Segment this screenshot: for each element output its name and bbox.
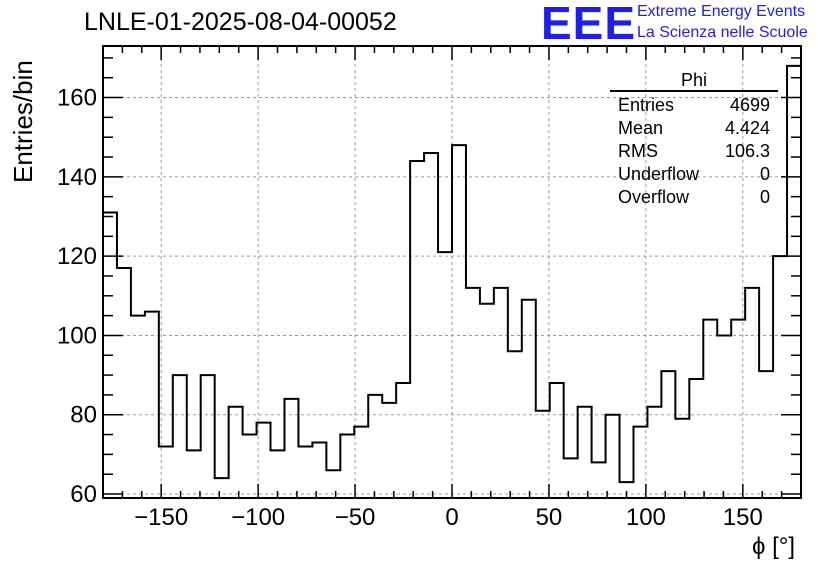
stats-value: 0 <box>759 164 770 184</box>
axis-ticks <box>103 46 801 498</box>
tick-labels: −150 −100 −50 0 50 100 150 60 80 100 120 140 160 <box>57 85 763 531</box>
eee-logo: EEE <box>541 0 637 49</box>
y-tick-label: 120 <box>57 243 97 270</box>
stats-label: Mean <box>618 118 664 138</box>
stats-row-rms: RMS 106.3 <box>610 140 778 163</box>
stats-label: Entries <box>618 95 675 115</box>
chart-title: LNLE-01-2025-08-04-00052 <box>84 8 397 36</box>
y-tick-label: 100 <box>57 322 97 349</box>
stats-value: 106.3 <box>724 141 770 161</box>
logo-tagline-1: Extreme Energy Events <box>637 3 806 20</box>
y-axis-label: Entries/bin <box>8 60 38 183</box>
plot-frame <box>102 45 802 499</box>
stats-row-overflow: Overflow 0 <box>610 186 778 209</box>
x-tick-label: −100 <box>231 504 285 531</box>
stats-label: RMS <box>618 141 658 161</box>
stats-box: Phi Entries 4699 Mean 4.424 RMS 106.3 Un… <box>610 70 778 209</box>
stats-value: 4.424 <box>724 118 770 138</box>
x-tick-label: 50 <box>536 504 563 531</box>
stats-box-divider <box>610 90 778 92</box>
y-tick-label: 80 <box>70 402 97 429</box>
stats-row-underflow: Underflow 0 <box>610 163 778 186</box>
y-tick-label: 60 <box>70 481 97 508</box>
y-tick-label: 160 <box>57 85 97 112</box>
histogram-line <box>103 64 801 484</box>
x-tick-label: 0 <box>445 504 458 531</box>
stats-value: 4699 <box>729 95 770 115</box>
x-tick-label: −150 <box>134 504 188 531</box>
stats-box-title: Phi <box>680 70 707 90</box>
x-tick-label: 100 <box>626 504 666 531</box>
logo-tagline-2: La Scienza nelle Scuole <box>637 24 808 41</box>
x-tick-label: 150 <box>723 504 763 531</box>
stats-row-mean: Mean 4.424 <box>610 117 778 140</box>
stats-row-entries: Entries 4699 <box>610 94 778 117</box>
x-tick-label: −50 <box>335 504 376 531</box>
stats-label: Overflow <box>618 187 690 207</box>
x-axis-label: ϕ [°] <box>752 533 796 560</box>
stats-label: Underflow <box>618 164 700 184</box>
stats-value: 0 <box>759 187 770 207</box>
y-tick-label: 140 <box>57 164 97 191</box>
